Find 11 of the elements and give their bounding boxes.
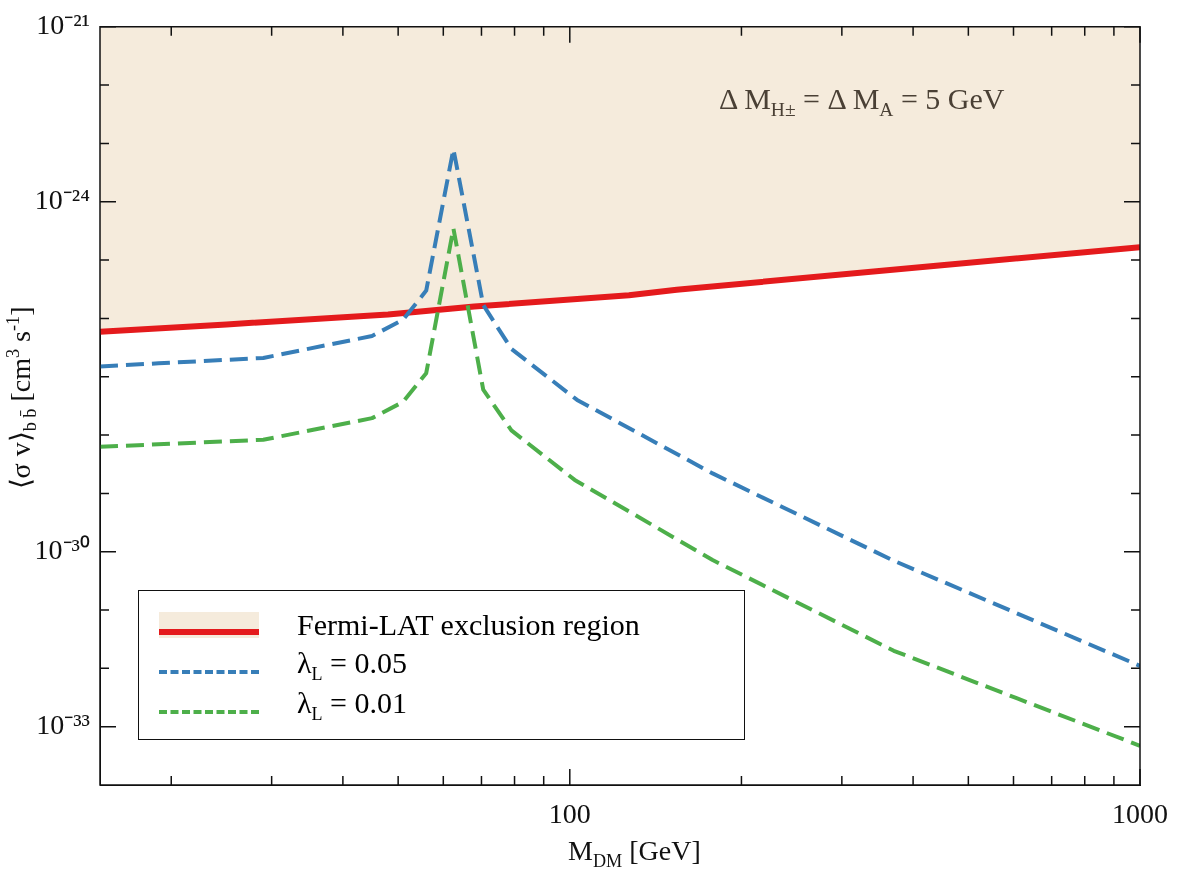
legend-label: Fermi-LAT exclusion region <box>297 608 640 642</box>
x-tick-label: 1000 <box>1112 798 1168 830</box>
y-tick-label: 10⁻³³ <box>36 709 90 741</box>
x-axis-title: M$_{DM}$ [GeV] <box>568 835 701 872</box>
legend-label: λ$_{L}$ = 0.01 <box>297 685 407 725</box>
y-tick-label: 10⁻²⁴ <box>34 184 90 216</box>
y-tick-label: 10⁻²¹ <box>36 9 90 41</box>
x-tick-label: 100 <box>548 798 591 830</box>
y-tick-label: 10⁻³⁰ <box>34 534 90 566</box>
legend-label: λ$_{L}$ = 0.05 <box>297 645 407 685</box>
annotation: Δ M$_{H±}$ = Δ M$_{A}$ = 5 GeV <box>719 82 1005 121</box>
